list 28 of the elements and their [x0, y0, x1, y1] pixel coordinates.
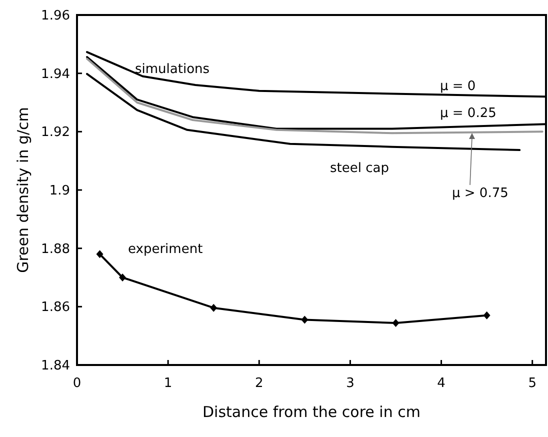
- series-label: steel cap: [330, 161, 389, 176]
- text: μ > 0.75: [452, 186, 508, 201]
- y-tick-label: 1.84: [41, 358, 70, 374]
- line-series: [86, 72, 521, 152]
- y-tick-label: 1.94: [41, 66, 70, 82]
- point: [483, 311, 490, 320]
- y-tick-label: 1.96: [41, 8, 70, 24]
- point: [301, 316, 308, 324]
- x-tick-label: 0: [72, 376, 82, 391]
- y-axis-title: Green density in g/cm: [14, 107, 32, 273]
- x-tick-label: 1: [164, 376, 172, 391]
- point: [210, 304, 218, 312]
- x-tick-label: 2: [254, 376, 264, 391]
- series-label: μ = 0.25: [440, 106, 496, 121]
- series-label: experiment: [128, 242, 203, 257]
- point: [96, 250, 104, 258]
- y-tick-label: 1.9: [49, 184, 70, 199]
- x-tick-label: 3: [346, 376, 354, 391]
- y-tick-label: 1.88: [41, 242, 70, 257]
- y-tick-label: 1.92: [41, 125, 70, 140]
- point: [119, 274, 126, 282]
- series-label: μ = 0: [440, 79, 476, 94]
- x-tick-label: 5: [528, 376, 536, 391]
- y-tick-label: 1.86: [41, 300, 70, 316]
- x-axis-title: Distance from the core in cm: [202, 403, 420, 421]
- x-tick-label: 4: [437, 376, 446, 391]
- annotation: simulations: [135, 62, 210, 77]
- point: [392, 319, 400, 327]
